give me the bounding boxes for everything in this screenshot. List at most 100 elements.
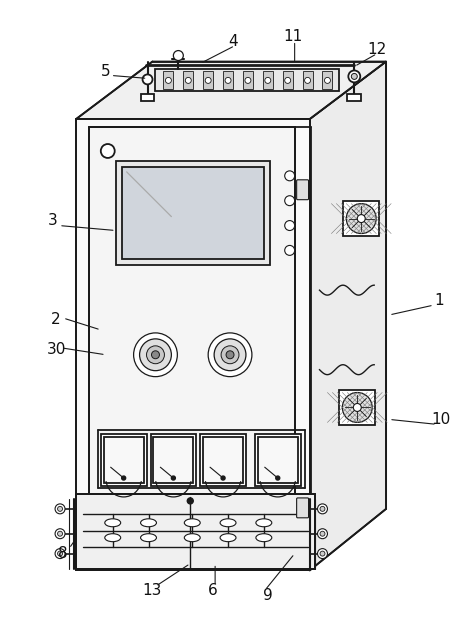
Circle shape bbox=[226, 351, 234, 359]
Polygon shape bbox=[155, 70, 339, 91]
Text: 8: 8 bbox=[58, 546, 68, 561]
Circle shape bbox=[245, 77, 251, 84]
Polygon shape bbox=[116, 161, 270, 265]
Polygon shape bbox=[104, 437, 143, 483]
Circle shape bbox=[152, 351, 160, 359]
Circle shape bbox=[101, 144, 115, 158]
Polygon shape bbox=[76, 61, 386, 119]
Circle shape bbox=[185, 77, 191, 84]
Circle shape bbox=[342, 392, 372, 422]
Ellipse shape bbox=[105, 519, 121, 527]
Circle shape bbox=[318, 504, 328, 514]
Circle shape bbox=[55, 504, 65, 514]
Circle shape bbox=[58, 506, 62, 511]
Circle shape bbox=[214, 339, 246, 371]
Circle shape bbox=[221, 476, 225, 480]
Circle shape bbox=[276, 476, 280, 480]
Circle shape bbox=[122, 476, 126, 480]
Circle shape bbox=[55, 529, 65, 539]
FancyBboxPatch shape bbox=[296, 498, 309, 518]
Circle shape bbox=[318, 549, 328, 558]
Polygon shape bbox=[347, 94, 361, 101]
Text: 2: 2 bbox=[51, 313, 61, 327]
Circle shape bbox=[357, 215, 365, 223]
Circle shape bbox=[318, 529, 328, 539]
Polygon shape bbox=[263, 72, 273, 89]
Circle shape bbox=[165, 77, 171, 84]
Circle shape bbox=[55, 549, 65, 558]
Circle shape bbox=[324, 77, 330, 84]
Circle shape bbox=[348, 70, 360, 82]
Circle shape bbox=[354, 403, 361, 411]
Circle shape bbox=[146, 346, 164, 364]
Polygon shape bbox=[76, 494, 314, 568]
Polygon shape bbox=[322, 72, 332, 89]
Circle shape bbox=[205, 77, 211, 84]
Circle shape bbox=[346, 204, 376, 234]
Text: 11: 11 bbox=[283, 29, 302, 44]
Circle shape bbox=[221, 346, 239, 364]
Polygon shape bbox=[339, 389, 375, 425]
Polygon shape bbox=[101, 434, 146, 486]
Polygon shape bbox=[200, 434, 246, 486]
Circle shape bbox=[320, 506, 325, 511]
Circle shape bbox=[304, 77, 311, 84]
Circle shape bbox=[58, 531, 62, 536]
Ellipse shape bbox=[220, 534, 236, 542]
Polygon shape bbox=[258, 437, 298, 483]
Circle shape bbox=[143, 75, 152, 84]
Polygon shape bbox=[223, 72, 233, 89]
Ellipse shape bbox=[184, 519, 200, 527]
Text: 4: 4 bbox=[228, 34, 238, 49]
Ellipse shape bbox=[220, 519, 236, 527]
Polygon shape bbox=[163, 72, 173, 89]
Circle shape bbox=[58, 551, 62, 556]
Text: 30: 30 bbox=[46, 342, 66, 357]
Circle shape bbox=[134, 333, 177, 377]
Circle shape bbox=[320, 531, 325, 536]
Text: 10: 10 bbox=[431, 412, 450, 427]
Polygon shape bbox=[122, 167, 264, 260]
Ellipse shape bbox=[141, 519, 157, 527]
Text: 13: 13 bbox=[143, 583, 162, 598]
Circle shape bbox=[285, 246, 295, 255]
Polygon shape bbox=[89, 127, 295, 563]
Text: 1: 1 bbox=[434, 292, 444, 308]
Ellipse shape bbox=[256, 519, 272, 527]
Polygon shape bbox=[153, 437, 193, 483]
Polygon shape bbox=[243, 72, 253, 89]
Text: 5: 5 bbox=[101, 64, 110, 79]
Polygon shape bbox=[310, 61, 386, 570]
Circle shape bbox=[285, 77, 291, 84]
Text: 3: 3 bbox=[48, 213, 58, 228]
Polygon shape bbox=[76, 119, 310, 570]
Polygon shape bbox=[283, 72, 293, 89]
Circle shape bbox=[265, 77, 271, 84]
Text: 9: 9 bbox=[263, 588, 273, 603]
Circle shape bbox=[208, 333, 252, 377]
Circle shape bbox=[140, 339, 171, 371]
Ellipse shape bbox=[184, 534, 200, 542]
Circle shape bbox=[187, 498, 193, 504]
Ellipse shape bbox=[256, 534, 272, 542]
Text: 12: 12 bbox=[368, 42, 387, 57]
FancyBboxPatch shape bbox=[296, 180, 309, 199]
Polygon shape bbox=[303, 72, 312, 89]
Circle shape bbox=[285, 196, 295, 206]
Text: 6: 6 bbox=[208, 583, 218, 598]
Circle shape bbox=[173, 51, 183, 61]
Circle shape bbox=[320, 551, 325, 556]
Polygon shape bbox=[151, 434, 196, 486]
Circle shape bbox=[171, 476, 176, 480]
Circle shape bbox=[285, 171, 295, 181]
Ellipse shape bbox=[141, 534, 157, 542]
Circle shape bbox=[285, 220, 295, 230]
Polygon shape bbox=[141, 94, 154, 101]
Circle shape bbox=[225, 77, 231, 84]
Circle shape bbox=[351, 73, 357, 79]
Ellipse shape bbox=[105, 534, 121, 542]
Polygon shape bbox=[183, 72, 193, 89]
Polygon shape bbox=[203, 72, 213, 89]
Polygon shape bbox=[343, 201, 379, 237]
Polygon shape bbox=[255, 434, 301, 486]
